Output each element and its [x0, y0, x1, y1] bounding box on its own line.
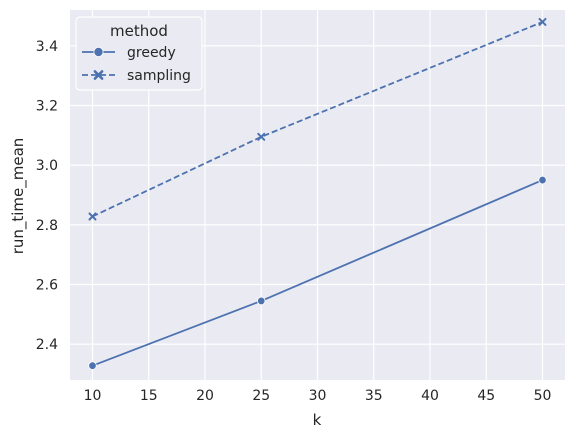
legend: method greedy sampling: [75, 16, 203, 91]
legend-marker-sampling: [93, 70, 104, 80]
x-tick-label: 10: [84, 388, 102, 404]
series-markers: [88, 17, 547, 370]
legend-marker-greedy: [93, 47, 104, 58]
x-tick-label: 20: [196, 388, 214, 404]
legend-label-greedy: greedy: [127, 45, 176, 61]
y-tick-label: 2.6: [36, 278, 58, 294]
legend-box: [75, 16, 203, 91]
x-tick-label: 45: [477, 388, 495, 404]
data-point-sampling-stroke: [538, 17, 547, 26]
x-axis-label: k: [313, 411, 322, 429]
data-point-greedy: [538, 175, 547, 185]
y-tick-label: 3.4: [36, 39, 58, 55]
y-tick-label: 3.2: [36, 98, 58, 114]
x-tick-label: 50: [534, 388, 552, 404]
y-tick-label: 3.0: [36, 158, 58, 174]
data-point-sampling-stroke: [257, 132, 266, 141]
data-point-greedy: [257, 296, 266, 306]
data-point-sampling: [257, 132, 266, 141]
legend-entries: greedy sampling: [82, 45, 191, 84]
y-axis-label: run_time_mean: [9, 138, 28, 255]
x-tick-label: 25: [252, 388, 270, 404]
data-point-sampling: [88, 212, 97, 221]
data-point-sampling: [538, 17, 547, 26]
legend-marker-sampling-stroke: [93, 70, 104, 80]
x-tick-label: 30: [309, 388, 327, 404]
y-tick-label: 2.4: [36, 337, 58, 353]
grid-lines: [70, 10, 565, 380]
legend-title: method: [110, 22, 168, 40]
y-tick-label: 2.8: [36, 218, 58, 234]
y-tick-labels: 2.4 2.6 2.8 3.0 3.2 3.4: [36, 39, 58, 353]
x-tick-label: 15: [140, 388, 158, 404]
legend-label-sampling: sampling: [127, 68, 191, 84]
x-tick-label: 35: [365, 388, 383, 404]
x-tick-labels: 10 15 20 25 30 35 40 45 50: [84, 388, 552, 404]
series-line-sampling: [92, 21, 543, 218]
x-tick-label: 40: [421, 388, 439, 404]
data-point-sampling-stroke: [88, 212, 97, 221]
data-point-greedy: [88, 361, 97, 370]
